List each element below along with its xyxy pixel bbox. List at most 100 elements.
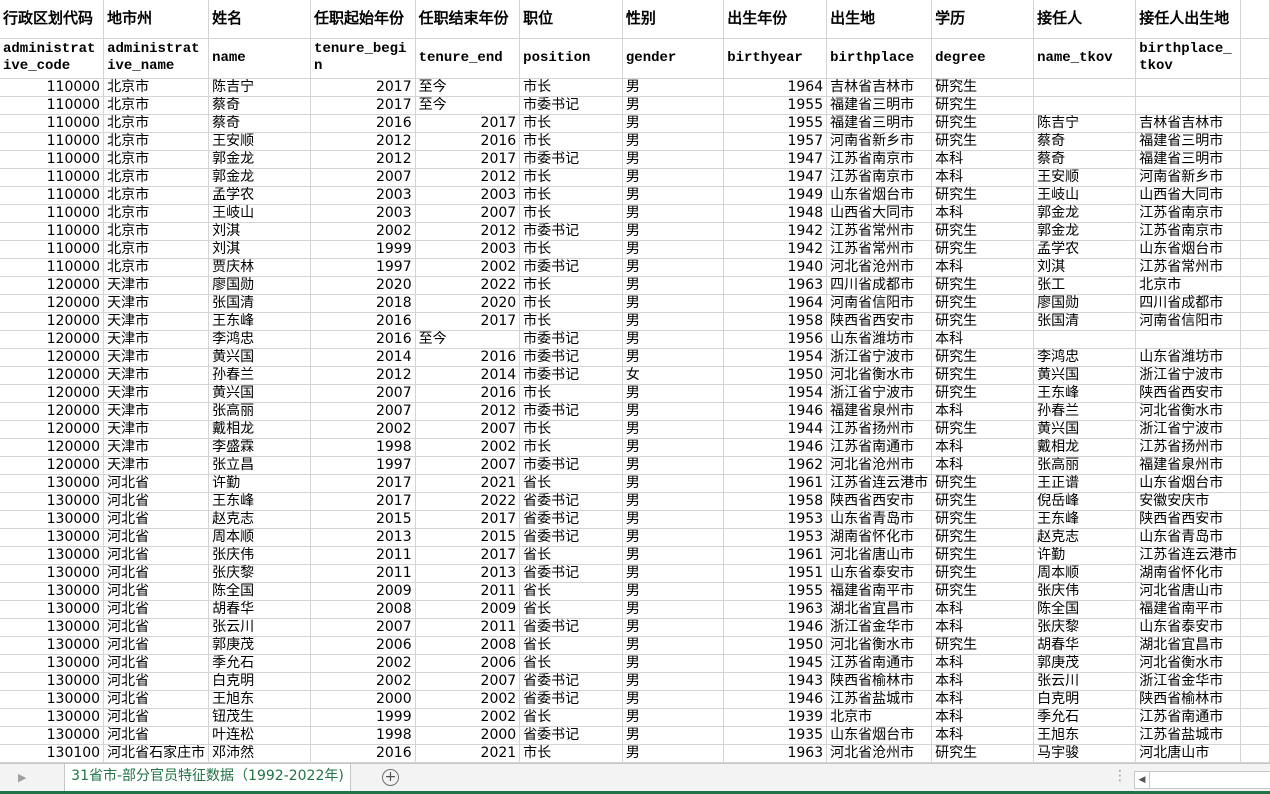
cell-gender[interactable]: 男 [622,582,725,601]
cell-tenure_begin[interactable]: 2016 [310,312,416,331]
cell-tenure_begin[interactable]: 2016 [310,744,416,763]
cell-position[interactable]: 市长 [519,114,623,133]
cell-birthyear[interactable]: 1955 [723,582,828,601]
cell-birthplace_tkov[interactable]: birthplace_tkov [1135,38,1242,79]
cell-tenure_end[interactable]: 2012 [415,402,521,421]
cell-administrative_code[interactable]: 120000 [0,384,105,403]
cell-tenure_end[interactable]: 2002 [415,258,521,277]
empty-cell[interactable] [1240,150,1270,169]
cell-tenure_end[interactable]: 2002 [415,690,521,709]
cell-tenure_end[interactable]: 2022 [415,276,521,295]
cell-birthyear[interactable]: 1954 [723,384,828,403]
cell-birthplace[interactable]: 江苏省南京市 [826,168,933,187]
cell-position[interactable]: 市长 [519,204,623,223]
cell-name[interactable]: 郭庚茂 [208,636,312,655]
cell-name[interactable]: 季允石 [208,654,312,673]
cell-name_tkov[interactable]: 廖国勋 [1033,294,1137,313]
cell-name[interactable]: 张高丽 [208,402,312,421]
cell-birthyear[interactable]: 1947 [723,150,828,169]
cell-gender[interactable]: 男 [622,564,725,583]
cell-name_tkov[interactable]: 陈全国 [1033,600,1137,619]
cell-birthplace[interactable]: 江苏省南京市 [826,150,933,169]
cell-birthyear[interactable]: 1943 [723,672,828,691]
cell-gender[interactable]: 男 [622,618,725,637]
cell-tenure_end[interactable]: 2022 [415,492,521,511]
cell-name[interactable]: 蔡奇 [208,96,312,115]
cell-name_tkov[interactable]: 刘淇 [1033,258,1137,277]
cell-administrative_name[interactable]: 河北省 [103,672,210,691]
cell-birthyear[interactable]: 1946 [723,690,828,709]
cell-birthyear[interactable]: 1961 [723,474,828,493]
empty-cell[interactable] [1240,492,1270,511]
cell-birthplace[interactable]: 江苏省南通市 [826,438,933,457]
cell-administrative_code[interactable]: 110000 [0,132,105,151]
cell-degree[interactable]: 本科 [931,150,1035,169]
cell-tenure_end[interactable]: 2016 [415,132,521,151]
empty-cell[interactable] [1240,582,1270,601]
cell-administrative_name[interactable]: 北京市 [103,96,210,115]
cell-name[interactable]: 张立昌 [208,456,312,475]
cell-name_tkov[interactable]: 蔡奇 [1033,150,1137,169]
cell-birthyear[interactable]: 1964 [723,78,828,97]
cell-administrative_name[interactable]: 天津市 [103,420,210,439]
cell-tenure_begin[interactable]: 1998 [310,438,416,457]
cell-birthplace_tkov[interactable]: 江苏省南京市 [1135,204,1242,223]
cell-gender[interactable]: 男 [622,420,725,439]
cell-birthplace[interactable]: 山东省泰安市 [826,564,933,583]
cell-birthplace_tkov[interactable]: 浙江省金华市 [1135,672,1242,691]
cell-degree[interactable]: 本科 [931,330,1035,349]
cell-name_tkov[interactable]: name_tkov [1033,38,1137,79]
cell-administrative_name[interactable]: 河北省 [103,618,210,637]
cell-birthplace[interactable]: 河北省沧州市 [826,456,933,475]
cell-birthplace_tkov[interactable]: 河南省信阳市 [1135,312,1242,331]
empty-cell[interactable] [1240,420,1270,439]
cell-degree[interactable]: 研究生 [931,474,1035,493]
cell-administrative_code[interactable]: 120000 [0,330,105,349]
cell-birthyear[interactable]: 1939 [723,708,828,727]
cell-administrative_code[interactable]: 120000 [0,402,105,421]
cell-administrative_name[interactable]: 北京市 [103,132,210,151]
cell-name[interactable]: 陈全国 [208,582,312,601]
cell-birthplace_tkov[interactable]: 吉林省吉林市 [1135,114,1242,133]
cell-position[interactable]: 省长 [519,708,623,727]
cell-administrative_code[interactable]: 130000 [0,564,105,583]
cell-tenure_end[interactable]: 2020 [415,294,521,313]
empty-cell[interactable] [1240,186,1270,205]
empty-cell[interactable] [1240,348,1270,367]
cell-position[interactable]: 省长 [519,582,623,601]
cell-name_tkov[interactable]: 张庆伟 [1033,582,1137,601]
cell-degree[interactable]: 学历 [931,0,1035,39]
cell-administrative_name[interactable]: 北京市 [103,168,210,187]
cell-administrative_code[interactable]: 130000 [0,582,105,601]
cell-birthplace_tkov[interactable]: 安徽安庆市 [1135,492,1242,511]
cell-tenure_begin[interactable]: 2007 [310,402,416,421]
cell-administrative_name[interactable]: 河北省 [103,708,210,727]
cell-birthplace[interactable]: 山东省青岛市 [826,510,933,529]
cell-gender[interactable]: 男 [622,726,725,745]
cell-birthplace[interactable]: 山东省烟台市 [826,726,933,745]
cell-birthyear[interactable]: 1953 [723,528,828,547]
cell-degree[interactable]: 研究生 [931,420,1035,439]
cell-birthplace_tkov[interactable]: 山西省大同市 [1135,186,1242,205]
cell-gender[interactable]: 男 [622,132,725,151]
cell-position[interactable]: 省委书记 [519,510,623,529]
cell-name_tkov[interactable]: 孙春兰 [1033,402,1137,421]
cell-administrative_code[interactable]: 130100 [0,744,105,763]
cell-position[interactable]: 省委书记 [519,528,623,547]
empty-cell[interactable] [1240,564,1270,583]
cell-birthplace[interactable]: 浙江省金华市 [826,618,933,637]
cell-tenure_begin[interactable]: 2013 [310,528,416,547]
cell-birthplace[interactable]: 四川省成都市 [826,276,933,295]
cell-name[interactable]: 王东峰 [208,312,312,331]
cell-position[interactable]: 市长 [519,78,623,97]
cell-position[interactable]: 省委书记 [519,672,623,691]
cell-name_tkov[interactable]: 王安顺 [1033,168,1137,187]
cell-degree[interactable]: 研究生 [931,528,1035,547]
empty-cell[interactable] [1240,600,1270,619]
cell-position[interactable]: 市委书记 [519,150,623,169]
cell-position[interactable]: 职位 [519,0,623,39]
empty-cell[interactable] [1240,96,1270,115]
cell-name_tkov[interactable]: 李鸿忠 [1033,348,1137,367]
cell-birthyear[interactable]: 1954 [723,348,828,367]
cell-birthplace[interactable]: birthplace [826,38,933,79]
